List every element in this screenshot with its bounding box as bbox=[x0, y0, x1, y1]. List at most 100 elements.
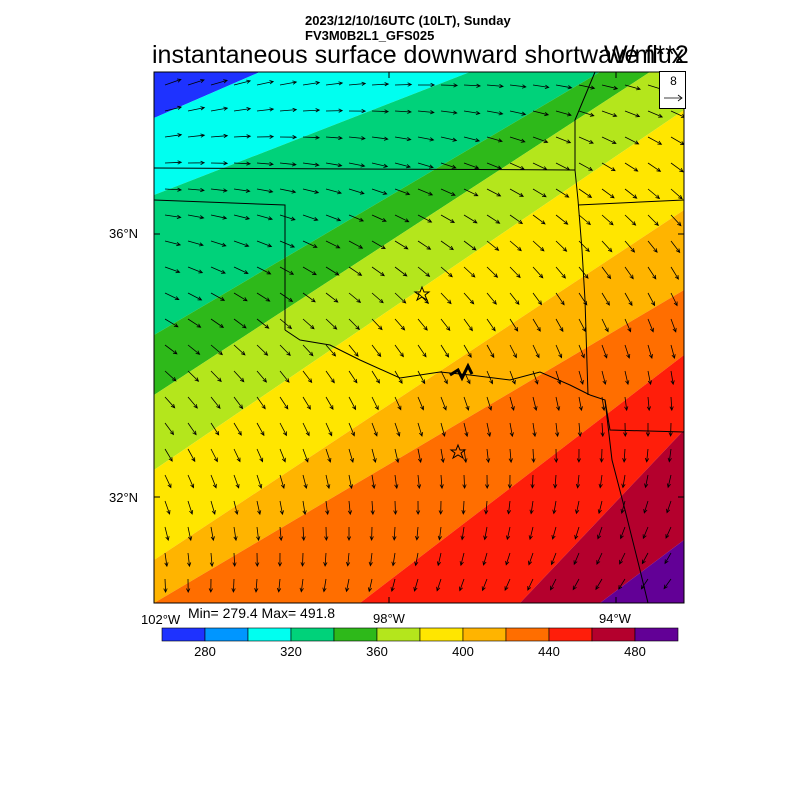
wind-arrow bbox=[440, 318, 451, 332]
wind-arrow bbox=[504, 578, 511, 592]
wind-arrow bbox=[232, 552, 237, 568]
units-label: W/m**2 bbox=[604, 41, 689, 69]
wind-arrow bbox=[486, 110, 504, 116]
wind-arrow bbox=[646, 396, 651, 412]
wind-arrow bbox=[256, 240, 273, 248]
wind-arrow bbox=[279, 344, 291, 357]
colorbar-swatch bbox=[419, 627, 464, 642]
plot-title: instantaneous surface downward shortwave… bbox=[152, 41, 685, 69]
wind-arrow bbox=[486, 344, 495, 359]
wind-arrow bbox=[302, 135, 321, 140]
wind-arrow bbox=[555, 396, 561, 412]
wind-arrow bbox=[460, 526, 465, 541]
colorbar-swatch bbox=[247, 627, 292, 642]
wind-arrow bbox=[302, 240, 318, 248]
wind-arrow bbox=[601, 344, 608, 359]
wind-arrow bbox=[663, 578, 672, 590]
wind-arrow bbox=[279, 292, 294, 303]
reference-vector-value: 8 bbox=[670, 74, 677, 88]
wind-arrow bbox=[323, 552, 328, 567]
wind-arrow bbox=[279, 135, 298, 140]
wind-arrow bbox=[554, 448, 559, 464]
wind-arrow bbox=[505, 552, 511, 566]
colorbar-label: 280 bbox=[194, 644, 216, 659]
wind-arrow bbox=[210, 79, 228, 86]
colorbar-swatch bbox=[591, 627, 636, 642]
wind-arrow bbox=[644, 448, 650, 463]
wind-arrow bbox=[164, 526, 170, 541]
wind-arrow bbox=[325, 448, 332, 463]
wind-arrow bbox=[392, 526, 397, 541]
wind-arrow bbox=[459, 578, 465, 592]
wind-arrow bbox=[417, 266, 431, 277]
wind-arrow bbox=[601, 214, 614, 226]
wind-arrow bbox=[440, 448, 445, 464]
wind-arrow bbox=[164, 318, 179, 328]
wind-arrow bbox=[417, 136, 435, 142]
wind-arrow bbox=[394, 214, 410, 223]
wind-arrow bbox=[532, 214, 546, 225]
wind-arrow bbox=[325, 344, 337, 357]
wind-arrow bbox=[210, 266, 226, 274]
wind-arrow bbox=[325, 240, 341, 249]
wind-arrow bbox=[279, 80, 298, 86]
wind-arrow bbox=[279, 500, 284, 516]
wind-arrow bbox=[532, 136, 549, 144]
wind-arrow bbox=[531, 448, 536, 464]
wind-arrow bbox=[486, 266, 499, 278]
wind-arrow bbox=[164, 500, 171, 515]
wind-arrow bbox=[348, 292, 362, 303]
wind-arrow bbox=[256, 422, 265, 437]
wind-arrow bbox=[302, 396, 311, 410]
wind-arrow bbox=[509, 110, 527, 116]
wind-arrow bbox=[233, 526, 238, 542]
wind-arrow bbox=[509, 344, 517, 359]
wind-arrow bbox=[550, 552, 557, 566]
wind-arrow bbox=[601, 240, 613, 253]
wind-arrow bbox=[463, 344, 472, 359]
wind-arrow bbox=[417, 240, 432, 250]
wind-arrow bbox=[394, 266, 408, 277]
wind-arrow bbox=[417, 318, 428, 331]
wind-arrow bbox=[371, 370, 380, 384]
wind-arrow bbox=[670, 136, 684, 145]
wind-arrow bbox=[642, 526, 649, 540]
wind-arrow bbox=[187, 370, 200, 382]
wind-arrow bbox=[417, 188, 434, 196]
wind-arrow bbox=[322, 578, 327, 593]
wind-arrow bbox=[440, 396, 447, 411]
wind-arrow bbox=[348, 162, 366, 168]
wind-arrow bbox=[256, 526, 261, 542]
wind-arrow bbox=[370, 500, 375, 516]
wind-arrow bbox=[555, 136, 572, 144]
wind-arrow bbox=[164, 266, 181, 274]
wind-arrow bbox=[527, 578, 534, 591]
wind-arrow bbox=[348, 108, 367, 114]
wind-arrow bbox=[440, 266, 453, 278]
axis-ticks bbox=[154, 72, 684, 603]
wind-arrow bbox=[555, 188, 570, 198]
wind-arrow bbox=[578, 214, 592, 226]
wind-arrow bbox=[555, 422, 560, 438]
wind-arrow bbox=[371, 162, 389, 168]
wind-arrow bbox=[644, 474, 649, 489]
wind-arrow bbox=[550, 578, 557, 591]
wind-arrow bbox=[461, 500, 466, 515]
wind-arrow bbox=[187, 133, 206, 138]
wind-arrow bbox=[670, 110, 684, 118]
wind-arrow bbox=[440, 110, 458, 115]
wind-arrow bbox=[624, 162, 639, 172]
wind-arrow bbox=[302, 108, 321, 113]
wind-arrow bbox=[436, 552, 442, 567]
wind-arrow bbox=[417, 110, 435, 115]
wind-arrow bbox=[210, 106, 229, 112]
wind-arrow bbox=[209, 552, 214, 568]
wind-arrow bbox=[440, 422, 446, 437]
wind-arrow bbox=[394, 448, 400, 464]
wind-arrow bbox=[348, 344, 359, 357]
wind-arrow bbox=[348, 214, 365, 222]
wind-arrow bbox=[371, 266, 385, 277]
wind-arrow bbox=[528, 552, 534, 566]
wind-arrow bbox=[532, 344, 540, 359]
wind-arrow bbox=[601, 318, 609, 333]
